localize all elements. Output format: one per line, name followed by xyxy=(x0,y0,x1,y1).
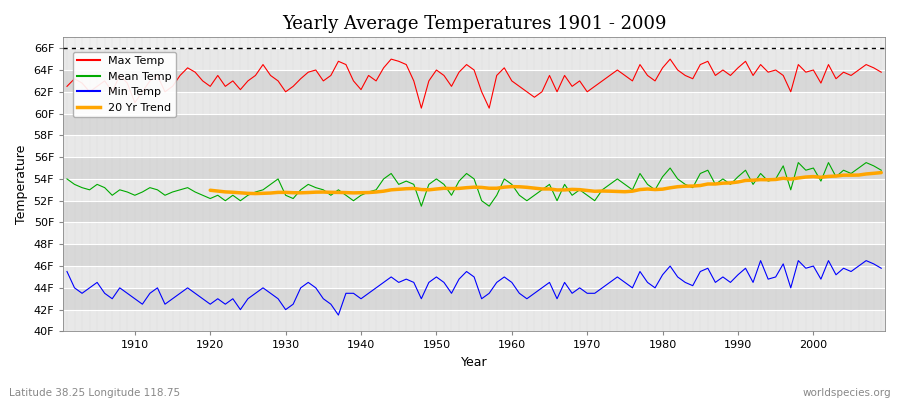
Legend: Max Temp, Mean Temp, Min Temp, 20 Yr Trend: Max Temp, Mean Temp, Min Temp, 20 Yr Tre… xyxy=(73,52,176,117)
X-axis label: Year: Year xyxy=(461,356,488,369)
Bar xyxy=(63,114,885,135)
Bar xyxy=(63,48,885,70)
Bar xyxy=(63,201,885,222)
Bar xyxy=(63,266,885,288)
Bar xyxy=(63,92,885,114)
Title: Yearly Average Temperatures 1901 - 2009: Yearly Average Temperatures 1901 - 2009 xyxy=(282,15,666,33)
Bar xyxy=(63,157,885,179)
Bar xyxy=(63,135,885,157)
Bar xyxy=(63,222,885,244)
Bar xyxy=(63,288,885,310)
Bar xyxy=(63,70,885,92)
Text: Latitude 38.25 Longitude 118.75: Latitude 38.25 Longitude 118.75 xyxy=(9,388,180,398)
Bar xyxy=(63,179,885,201)
Bar xyxy=(63,244,885,266)
Bar xyxy=(63,310,885,332)
Y-axis label: Temperature: Temperature xyxy=(15,145,28,224)
Text: worldspecies.org: worldspecies.org xyxy=(803,388,891,398)
